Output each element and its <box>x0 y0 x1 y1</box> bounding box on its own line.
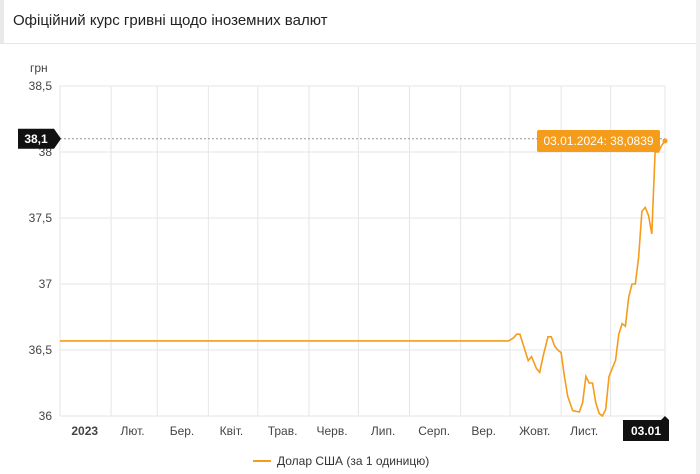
y-tick-label: 37 <box>39 277 53 291</box>
x-tick-label: Квіт. <box>220 424 244 438</box>
last-data-point <box>662 138 668 144</box>
y-marker-badge <box>18 128 61 149</box>
y-tick-label: 38,5 <box>29 79 53 93</box>
x-tick-label: Трав. <box>268 424 298 438</box>
legend: Долар США (за 1 одиницю) <box>253 454 429 468</box>
tooltip-text: 03.01.2024: 38,0839 <box>543 134 653 148</box>
page-title: Офіційний курс гривні щодо іноземних вал… <box>13 12 328 29</box>
y-axis-label: грн <box>30 61 48 75</box>
y-tick-label: 36,5 <box>29 343 53 357</box>
x-marker-badge <box>623 416 669 441</box>
y-tick-label: 36 <box>39 409 53 423</box>
x-tick-label: Бер. <box>170 424 195 438</box>
header-bar: Офіційний курс гривні щодо іноземних вал… <box>0 0 696 44</box>
x-tick-label: Серп. <box>418 424 450 438</box>
x-tick-label: Лист. <box>570 424 598 438</box>
y-marker-label: 38,1 <box>24 132 48 146</box>
legend-swatch-usd <box>253 460 271 462</box>
x-marker-label: 03.01 <box>631 424 661 438</box>
x-tick-label: Вер. <box>471 424 496 438</box>
x-tick-label: Лют. <box>120 424 144 438</box>
y-tick-label: 37,5 <box>29 211 53 225</box>
x-tick-label: Жовт. <box>519 424 550 438</box>
x-tick-label: Лип. <box>371 424 395 438</box>
legend-label-usd: Долар США (за 1 одиницю) <box>277 454 430 468</box>
x-tick-label: Черв. <box>316 424 347 438</box>
tooltip-box <box>537 130 660 152</box>
page-edge <box>696 0 700 474</box>
usd-series-line <box>60 140 666 418</box>
tooltip: 03.01.2024: 38,0839 <box>537 130 660 152</box>
x-tick-label: 2023 <box>71 424 98 438</box>
